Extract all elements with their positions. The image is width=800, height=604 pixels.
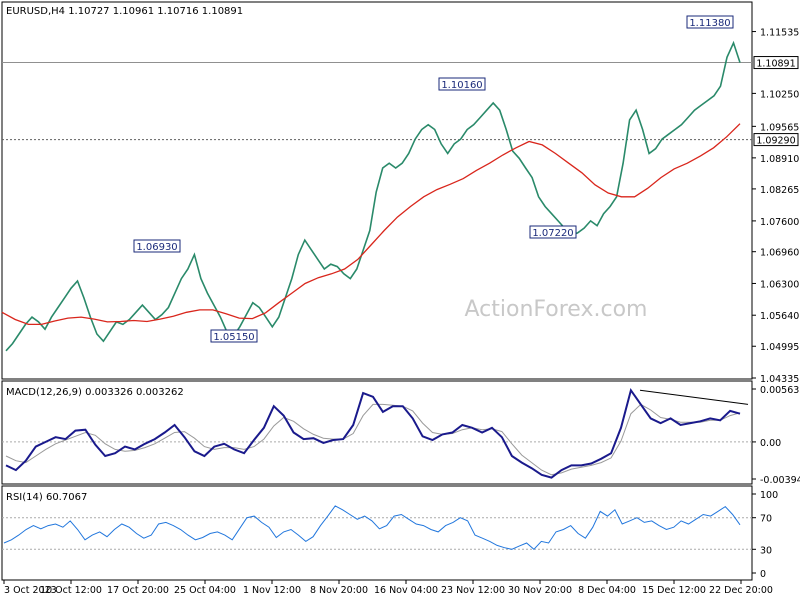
price-annotation-label: 1.05150 — [213, 332, 254, 343]
x-tick-label: 17 Oct 20:00 — [107, 585, 169, 596]
price-annotation-box — [686, 15, 734, 29]
price-y-tick-label: 1.06960 — [760, 248, 799, 259]
price-annotation-box — [529, 225, 577, 239]
rsi-panel-frame — [1, 485, 753, 581]
price-level-box — [753, 56, 799, 70]
macd-trendline — [639, 389, 749, 405]
price-y-tick-label: 1.11535 — [760, 28, 799, 39]
price-annotation-label: 1.11380 — [689, 18, 730, 29]
x-tick-label: 23 Nov 12:00 — [441, 585, 505, 596]
price-annotation-box — [210, 329, 258, 343]
rsi-y-tick-label: 0 — [760, 569, 766, 580]
x-tick-label: 16 Nov 04:00 — [374, 585, 438, 596]
macd-y-tick-label: 0.005635 — [760, 385, 800, 396]
price-y-tick-label: 1.06300 — [760, 279, 799, 290]
moving-average-line — [1, 123, 741, 326]
macd-title: MACD(12,26,9) 0.003326 0.003262 — [6, 387, 184, 398]
price-level-box — [753, 133, 799, 147]
macd-panel-frame — [1, 380, 753, 485]
rsi-line — [3, 505, 741, 550]
price-level-label: 1.09290 — [756, 136, 795, 147]
rsi-y-tick-label: 70 — [760, 514, 772, 525]
price-annotation-box — [438, 77, 486, 91]
price-y-tick-label: 1.05640 — [760, 311, 799, 322]
rsi-title: RSI(14) 60.7067 — [6, 492, 87, 503]
price-y-tick-label: 1.10250 — [760, 89, 799, 100]
price-level-label: 1.10891 — [756, 59, 795, 70]
price-y-tick-label: 1.08265 — [760, 185, 799, 196]
price-y-tick-label: 1.07600 — [760, 217, 799, 228]
x-tick-label: 1 Nov 12:00 — [243, 585, 301, 596]
x-tick-label: 3 Oct 2023 — [4, 585, 57, 596]
price-y-tick-label: 1.04995 — [760, 342, 799, 353]
rsi-y-tick-label: 30 — [760, 545, 772, 556]
price-annotation-label: 1.06930 — [136, 242, 177, 253]
price-title: EURUSD,H4 1.10727 1.10961 1.10716 1.1089… — [6, 6, 243, 17]
x-tick-label: 22 Dec 20:00 — [709, 585, 773, 596]
macd-signal-line — [5, 403, 741, 476]
price-y-tick-label: 1.08910 — [760, 154, 799, 165]
macd-y-tick-label: -0.003949 — [760, 475, 800, 486]
price-annotation-label: 1.10160 — [441, 80, 482, 91]
x-tick-label: 8 Dec 04:00 — [578, 585, 636, 596]
price-annotation-box — [133, 239, 181, 253]
price-y-tick-label: 1.09565 — [760, 122, 799, 133]
watermark: ActionForex.com — [465, 297, 648, 322]
x-tick-label: 8 Nov 20:00 — [310, 585, 368, 596]
x-tick-label: 15 Dec 12:00 — [642, 585, 706, 596]
macd-y-tick-label: 0.00 — [760, 438, 781, 449]
price-annotation-label: 1.07220 — [532, 228, 573, 239]
price-y-tick-label: 1.04335 — [760, 374, 799, 385]
x-tick-label: 30 Nov 20:00 — [508, 585, 572, 596]
x-tick-label: 10 Oct 12:00 — [40, 585, 102, 596]
macd-line — [5, 387, 741, 479]
x-tick-label: 25 Oct 04:00 — [174, 585, 236, 596]
rsi-y-tick-label: 100 — [760, 490, 778, 501]
